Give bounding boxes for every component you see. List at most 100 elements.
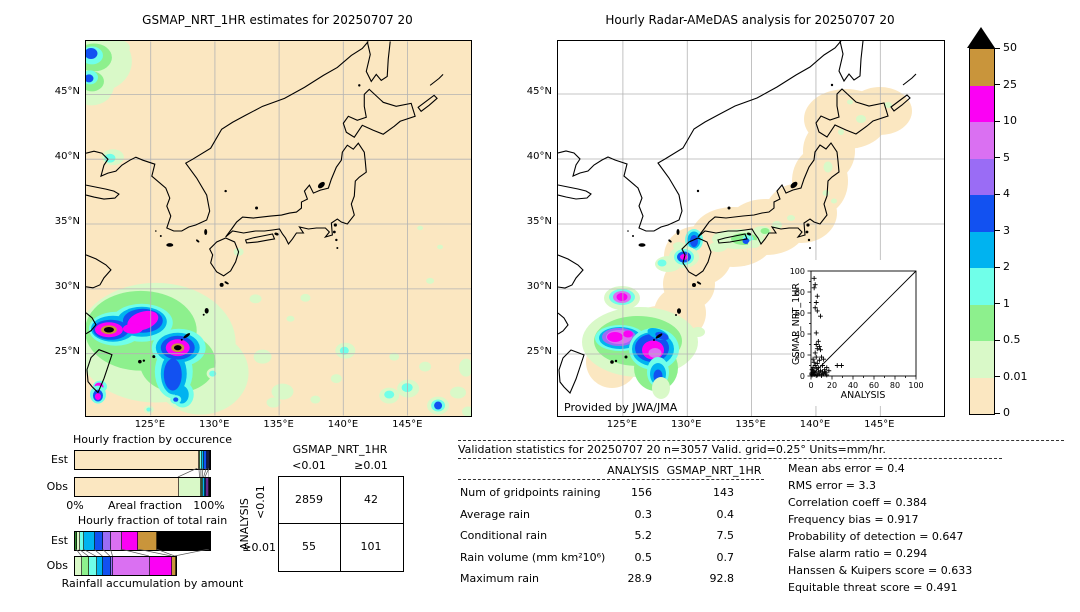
lon-tick-label: 125°E [134, 419, 166, 430]
colorbar-band [970, 49, 994, 86]
stats-row-label: Maximum rain [460, 572, 539, 585]
skill-metric: Mean abs error = 0.4 [788, 462, 905, 475]
skill-metric: Equitable threat score = 0.491 [788, 581, 958, 594]
stats-gsmap-value: 0.4 [716, 507, 735, 521]
stats-analysis-value: 0.5 [634, 550, 653, 564]
colorbar [969, 48, 995, 415]
lon-tick-label: 140°E [327, 419, 359, 430]
inset-scatter-plot: 00 20 20 40 40 60 60 80 80 100 100 ANALYSIS GSMAP_… [790, 260, 944, 406]
lon-tick-label: 125°E [606, 419, 638, 430]
lon-tick-label: 135°E [735, 419, 766, 430]
stats-row: Average rain 0.3 0.4 [458, 508, 758, 529]
bar-segment [82, 557, 90, 575]
stats-row: Conditional rain 5.2 7.5 [458, 529, 758, 550]
bar-segment [75, 532, 78, 550]
colorbar-band [970, 304, 994, 341]
bar-segment [198, 451, 200, 469]
data-credit: Provided by JWA/JMA [564, 401, 678, 414]
svg-text:60: 60 [869, 381, 879, 390]
bar-segment [103, 532, 112, 550]
colorbar-overflow-triangle [967, 27, 995, 48]
contingency-value-00: 2859 [295, 493, 323, 506]
colorbar-band [970, 195, 994, 232]
skill-metrics: Mean abs error = 0.4 RMS error = 3.3 Corre… [788, 460, 1078, 596]
bar-segment [201, 451, 204, 469]
lon-tick-label: 130°E [199, 419, 230, 430]
gsmap-precip-blobs [64, 31, 474, 417]
right-map-title: Hourly Radar-AMeDAS analysis for 2025070… [605, 13, 895, 27]
occurrence-obs-bar [74, 477, 211, 497]
contingency-value-10: 55 [302, 540, 316, 553]
coastlines [85, 41, 444, 394]
contingency-row-0: <0.01 [254, 485, 267, 519]
bar-segment [205, 478, 209, 496]
stats-analysis-value: 0.3 [634, 507, 653, 521]
occurrence-obs-label: Obs [46, 480, 68, 493]
svg-text:20: 20 [827, 381, 837, 390]
occurrence-est-label: Est [51, 453, 68, 466]
bar-segment [199, 451, 202, 469]
svg-text:80: 80 [795, 288, 805, 297]
bar-segment [149, 557, 173, 575]
totalrain-chart-title: Hourly fraction of total rain [77, 514, 228, 527]
skill-metric: False alarm ratio = 0.294 [788, 547, 928, 560]
lon-tick-label: 145°E [864, 419, 895, 430]
colorbar-tick-label: 0 [995, 406, 1010, 419]
bar-segment [96, 557, 104, 575]
stats-analysis-value: 5.2 [634, 529, 653, 542]
radar-analysis-map: 0 0 20 20 40 40 60 60 80 80 100 100 ANALYSIS GSMAP_… [557, 40, 945, 417]
stats-col-gsmap: GSMAP_NRT_1HR [666, 464, 762, 477]
contingency-row-group: ANALYSIS [238, 498, 251, 550]
stats-row: Maximum rain 28.9 92.8 [458, 572, 758, 593]
bar-segment [75, 478, 179, 496]
stats-row: Rain volume (mm km²10⁶) 0.5 0.7 [458, 551, 758, 572]
bar-segment [111, 532, 122, 550]
skill-metric: Correlation coeff = 0.384 [788, 496, 927, 509]
skill-metric: Hanssen & Kuipers score = 0.633 [788, 564, 973, 577]
skill-metric: Probability of detection = 0.647 [788, 530, 964, 543]
inset-ylabel: GSMAP_NRT_1HR [791, 283, 802, 365]
inset-scatter-points [809, 275, 844, 378]
svg-text:0: 0 [808, 381, 813, 390]
bar-segment [201, 478, 204, 496]
contingency-col-0: <0.01 [292, 459, 326, 472]
lat-tick-label: 40°N [54, 151, 80, 162]
colorbar-tick-label: 2 [995, 260, 1010, 273]
radar-precip-blobs [582, 99, 892, 399]
bar-segment [94, 532, 104, 550]
inset-xlabel: ANALYSIS [841, 390, 886, 401]
contingency-table [278, 476, 404, 572]
one-to-one-line [810, 270, 917, 377]
svg-text:40: 40 [795, 330, 805, 339]
divider-under-columns [458, 479, 764, 480]
inset-tick-labels: 00 20 20 40 40 60 60 80 80 100 100 [790, 267, 924, 390]
stats-row-label: Conditional rain [460, 529, 548, 542]
skill-metric: Frequency bias = 0.917 [788, 513, 919, 526]
occurrence-x0: 0% [66, 499, 84, 512]
totalrain-xlabel: Rainfall accumulation by amount [61, 577, 244, 590]
stats-gsmap-value: 7.5 [716, 529, 735, 542]
stats-analysis-value: 28.9 [627, 572, 653, 585]
gsmap-estimate-map [64, 31, 474, 417]
colorbar-band [970, 268, 994, 305]
lon-tick-label: 130°E [671, 419, 702, 430]
contingency-value-11: 101 [360, 540, 382, 553]
colorbar-band [970, 231, 994, 268]
svg-text:60: 60 [795, 309, 805, 318]
totalrain-obs-label: Obs [46, 559, 68, 572]
totalrain-connectors [75, 549, 209, 556]
colorbar-tick-label: 10 [995, 114, 1017, 127]
bar-segment [172, 557, 176, 575]
lat-tick-label: 30°N [54, 281, 80, 292]
lat-tick-label: 40°N [526, 151, 552, 162]
stats-col-analysis: ANALYSIS [607, 464, 659, 477]
contingency-row-1: ≥0.01 [242, 541, 276, 554]
validation-header: Validation statistics for 20250707 20 n=… [458, 443, 886, 456]
colorbar-band [970, 85, 994, 122]
bar-segment [208, 478, 210, 496]
gsmap-map-svg [64, 31, 474, 417]
stats-gsmap-value: 92.8 [709, 572, 735, 585]
svg-text:20: 20 [795, 351, 805, 360]
colorbar-band [970, 341, 994, 378]
stats-row-label: Average rain [460, 507, 530, 521]
